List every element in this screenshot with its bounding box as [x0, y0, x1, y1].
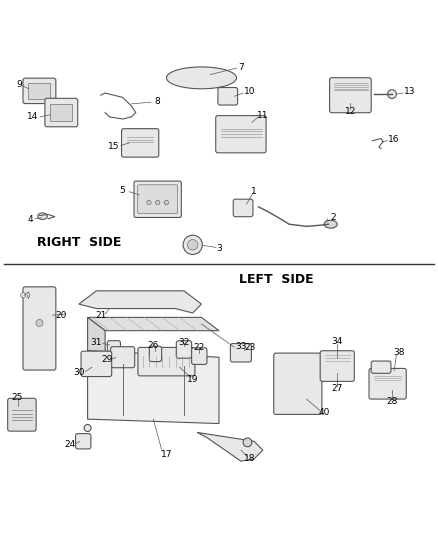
FancyBboxPatch shape	[50, 104, 72, 122]
Text: 27: 27	[332, 384, 343, 393]
Text: 28: 28	[386, 397, 398, 406]
Text: 20: 20	[56, 311, 67, 320]
Text: 7: 7	[238, 62, 244, 71]
Polygon shape	[79, 291, 201, 313]
Ellipse shape	[166, 67, 237, 89]
Text: 11: 11	[257, 111, 268, 120]
FancyBboxPatch shape	[216, 116, 266, 153]
Circle shape	[21, 293, 26, 298]
Circle shape	[187, 239, 198, 250]
FancyBboxPatch shape	[149, 346, 162, 361]
Text: 14: 14	[27, 112, 39, 122]
Text: 2: 2	[330, 213, 336, 222]
Text: 5: 5	[120, 186, 126, 195]
FancyBboxPatch shape	[107, 341, 120, 352]
Text: 16: 16	[389, 135, 400, 144]
FancyBboxPatch shape	[320, 351, 354, 382]
Polygon shape	[88, 317, 219, 330]
Text: 12: 12	[345, 107, 356, 116]
FancyBboxPatch shape	[233, 199, 253, 217]
Text: 32: 32	[178, 338, 190, 346]
FancyBboxPatch shape	[75, 434, 91, 449]
FancyBboxPatch shape	[23, 287, 56, 370]
Circle shape	[164, 200, 169, 205]
Text: 17: 17	[161, 450, 172, 459]
Circle shape	[36, 319, 43, 326]
Text: 31: 31	[91, 338, 102, 348]
Text: 21: 21	[95, 311, 106, 320]
Text: 10: 10	[244, 87, 255, 96]
FancyBboxPatch shape	[23, 78, 56, 103]
Circle shape	[84, 424, 91, 432]
Text: LEFT  SIDE: LEFT SIDE	[239, 273, 313, 286]
FancyBboxPatch shape	[176, 341, 192, 358]
FancyBboxPatch shape	[369, 368, 406, 399]
FancyBboxPatch shape	[371, 361, 391, 373]
FancyBboxPatch shape	[138, 185, 178, 214]
FancyBboxPatch shape	[218, 87, 238, 105]
Text: 9: 9	[17, 80, 23, 89]
FancyBboxPatch shape	[192, 348, 207, 365]
Text: 33: 33	[235, 342, 247, 351]
Text: 1: 1	[251, 187, 257, 196]
FancyBboxPatch shape	[81, 351, 112, 376]
Circle shape	[243, 438, 252, 447]
Text: RIGHT  SIDE: RIGHT SIDE	[37, 236, 121, 249]
Text: 13: 13	[404, 87, 415, 96]
Text: 23: 23	[244, 343, 255, 352]
FancyBboxPatch shape	[134, 181, 181, 217]
FancyBboxPatch shape	[28, 83, 50, 99]
Text: 29: 29	[102, 355, 113, 364]
Text: 15: 15	[108, 142, 120, 151]
Circle shape	[147, 200, 151, 205]
Text: 30: 30	[73, 368, 85, 377]
Text: 34: 34	[332, 337, 343, 346]
Text: 18: 18	[244, 455, 255, 464]
Text: 38: 38	[393, 348, 404, 357]
FancyBboxPatch shape	[8, 398, 36, 431]
Text: 8: 8	[155, 97, 161, 106]
Text: 26: 26	[148, 341, 159, 350]
FancyBboxPatch shape	[122, 128, 159, 157]
Ellipse shape	[38, 213, 47, 220]
Ellipse shape	[324, 220, 337, 228]
Polygon shape	[197, 432, 263, 461]
FancyBboxPatch shape	[230, 344, 251, 362]
Text: 24: 24	[64, 440, 76, 449]
Text: 3: 3	[216, 244, 222, 253]
Text: 19: 19	[187, 375, 198, 384]
Text: 40: 40	[318, 408, 330, 417]
Polygon shape	[88, 317, 105, 357]
Text: 22: 22	[194, 343, 205, 352]
Polygon shape	[88, 351, 219, 424]
Circle shape	[155, 200, 160, 205]
Text: 4: 4	[28, 215, 33, 224]
Circle shape	[388, 90, 396, 99]
FancyBboxPatch shape	[274, 353, 322, 415]
FancyBboxPatch shape	[138, 348, 195, 376]
Text: 25: 25	[12, 392, 23, 401]
FancyBboxPatch shape	[330, 78, 371, 112]
FancyBboxPatch shape	[110, 346, 135, 368]
Circle shape	[183, 235, 202, 254]
FancyBboxPatch shape	[45, 98, 78, 127]
